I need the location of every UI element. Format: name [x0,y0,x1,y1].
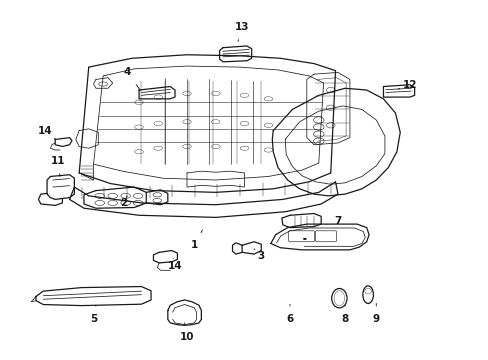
Ellipse shape [303,238,306,240]
Text: 14: 14 [167,258,182,271]
Text: 5: 5 [90,305,97,324]
Text: 7: 7 [325,216,341,226]
Text: 9: 9 [372,303,379,324]
Text: 10: 10 [180,323,194,342]
Text: 4: 4 [123,67,140,90]
Text: 8: 8 [341,305,348,324]
Text: 11: 11 [50,156,65,176]
Text: 3: 3 [254,249,264,261]
Text: 2: 2 [120,196,127,208]
Text: 14: 14 [38,126,56,139]
Text: 6: 6 [286,305,293,324]
Text: 1: 1 [190,230,202,250]
Text: 12: 12 [397,80,416,90]
Text: 13: 13 [234,22,249,41]
